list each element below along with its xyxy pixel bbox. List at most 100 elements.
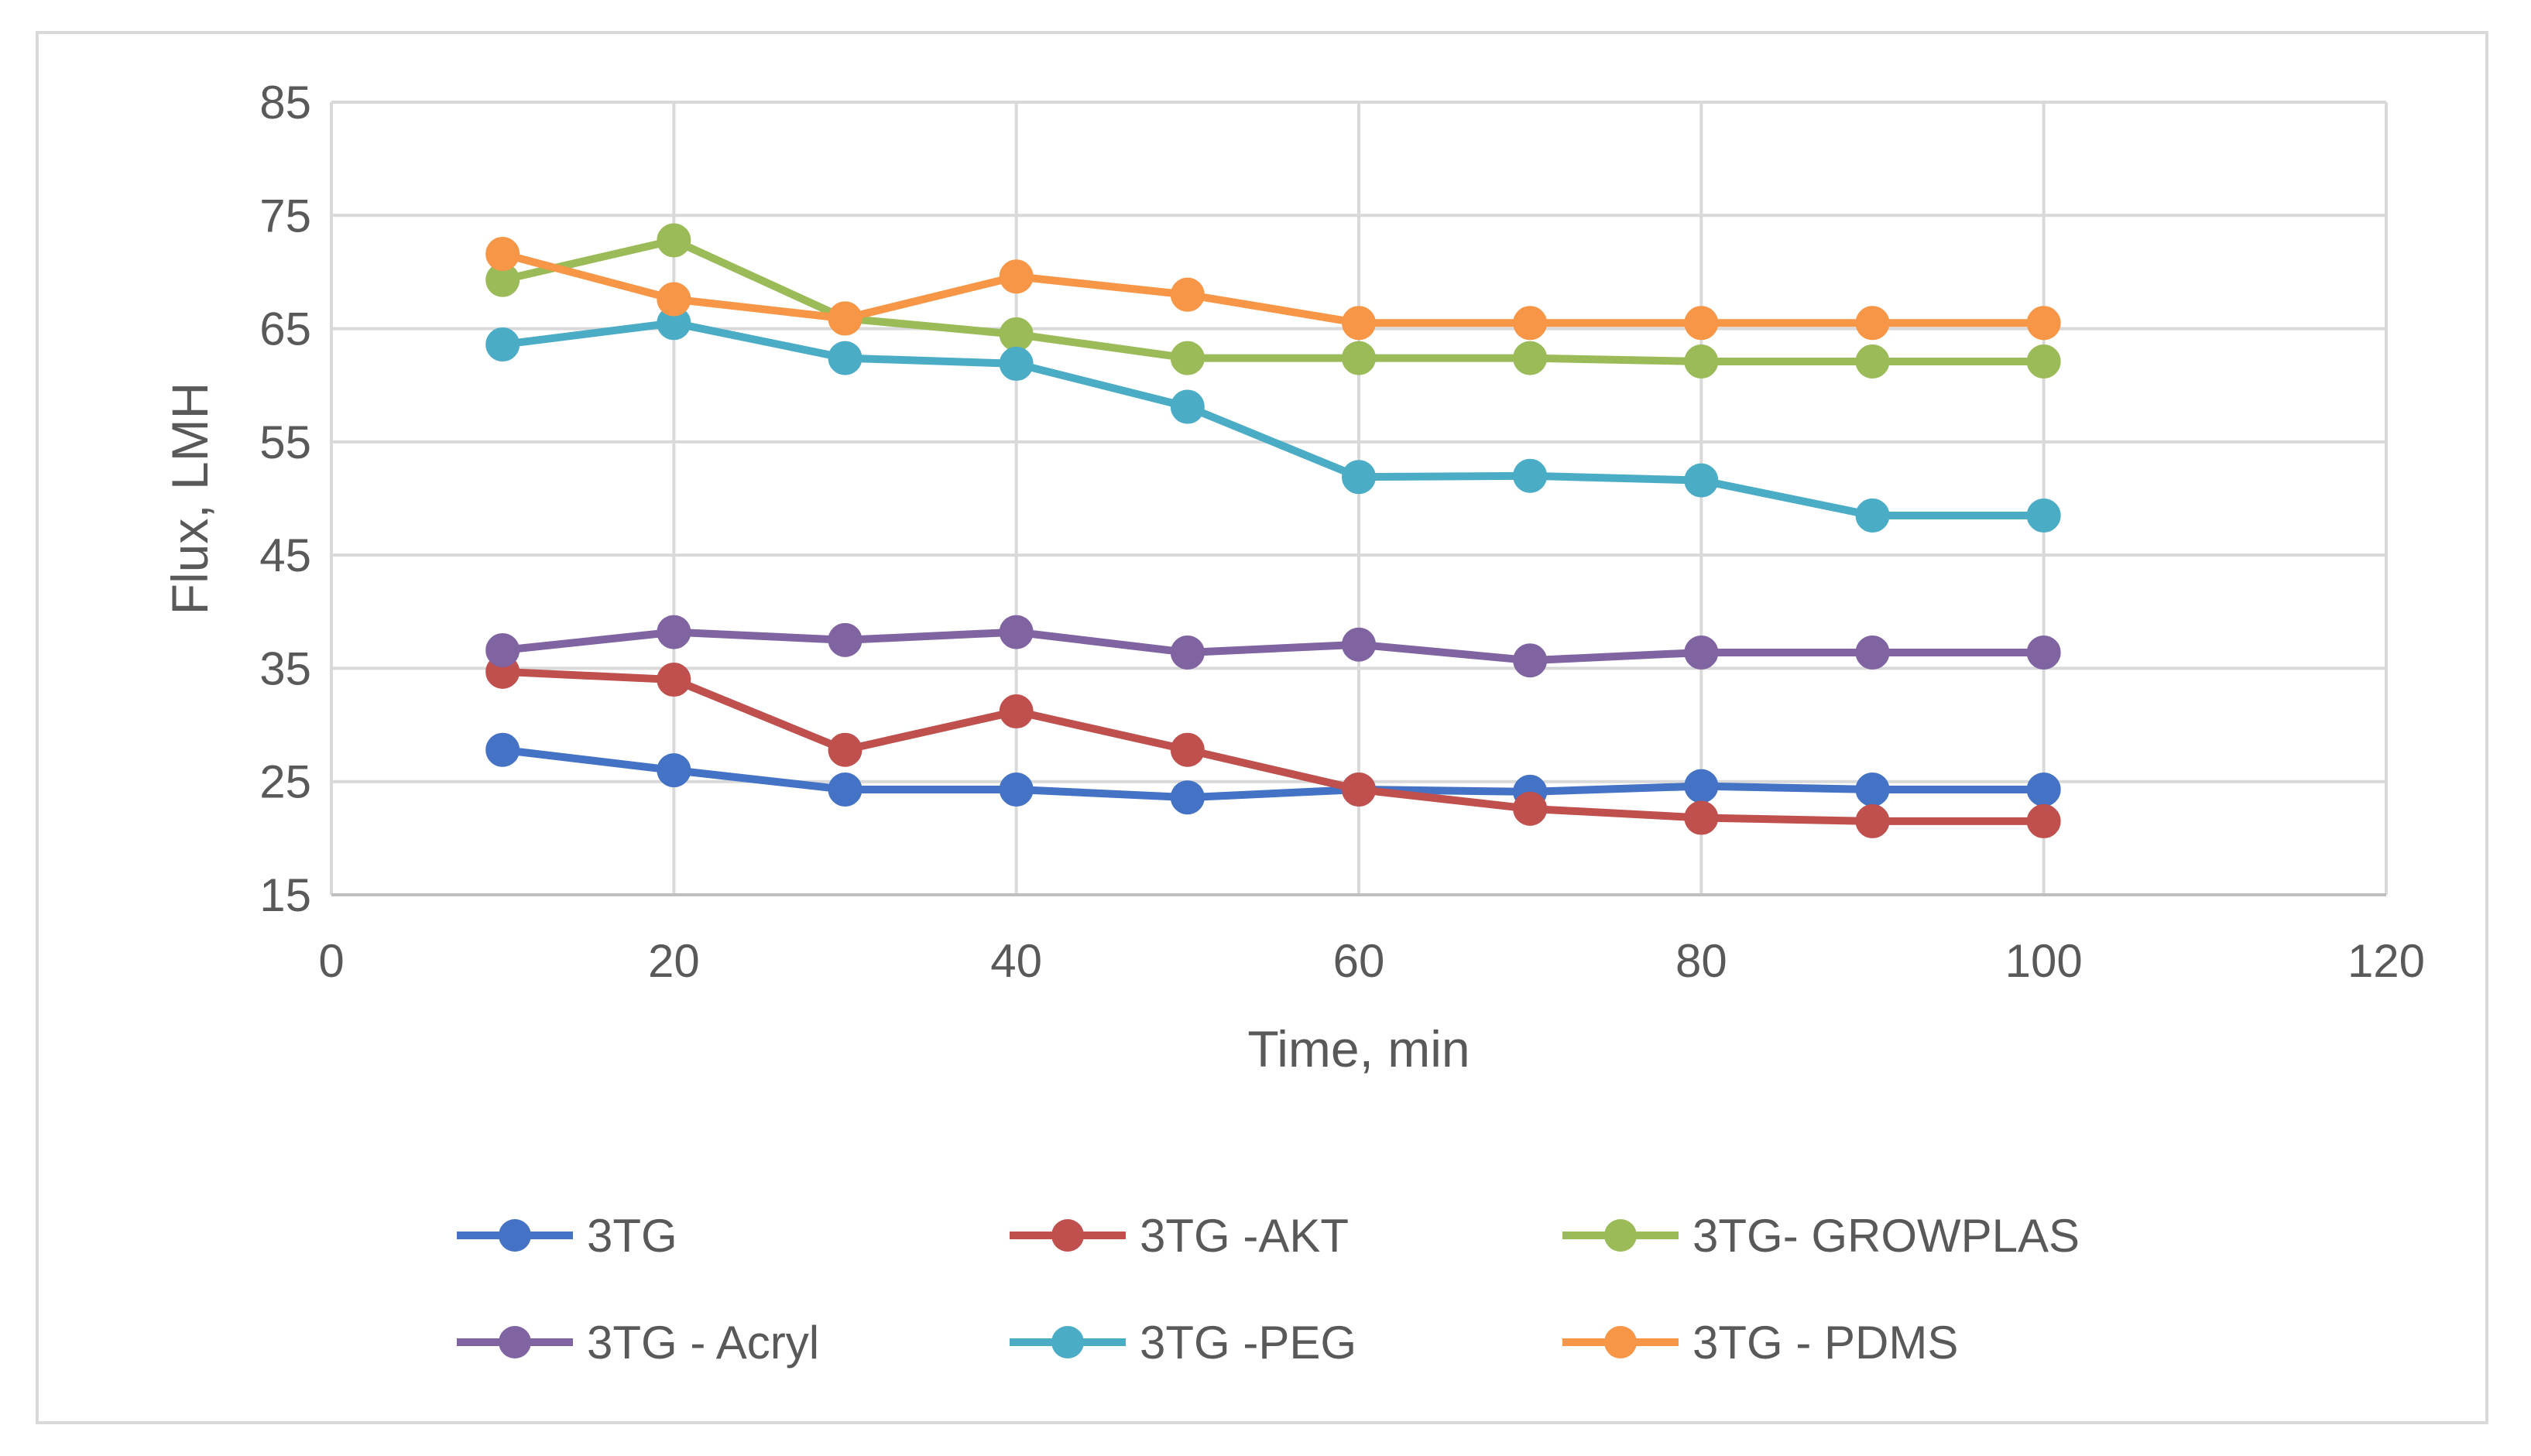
legend-entry: 3TG- GROWPLAS [1562, 1210, 2080, 1262]
legend: 3TG 3TG -AKT 3TG- GROWPLAS 3TG - Acryl 3TG -… [457, 1210, 2080, 1369]
data-point [2026, 498, 2061, 533]
data-point [1513, 341, 1548, 375]
data-point [1342, 306, 1376, 341]
series-5 [485, 237, 2061, 341]
legend-label: 3TG [587, 1210, 677, 1262]
legend-label: 3TG - PDMS [1692, 1317, 1958, 1369]
x-tick-label: 120 [2348, 935, 2425, 987]
legend-swatch-marker [1604, 1326, 1637, 1358]
y-tick-label: 85 [259, 77, 311, 128]
data-point [999, 694, 1034, 729]
data-point [1342, 460, 1376, 495]
axes [330, 102, 2386, 896]
legend-entry: 3TG - Acryl [457, 1317, 819, 1369]
data-point [1684, 635, 1719, 670]
data-point [657, 223, 691, 258]
series-line [501, 250, 2044, 327]
y-tick-label: 45 [259, 529, 311, 581]
data-point [657, 753, 691, 788]
data-point [999, 259, 1034, 294]
y-tick-label: 35 [259, 642, 311, 694]
data-point [999, 772, 1034, 807]
data-point [657, 663, 691, 697]
data-point [1170, 341, 1205, 375]
data-point [2026, 635, 2061, 670]
data-point [1513, 458, 1548, 493]
data-point [1170, 635, 1205, 670]
series-line [502, 319, 2044, 519]
data-point [999, 317, 1034, 351]
data-point [1855, 772, 1890, 807]
y-tick-label: 75 [259, 190, 311, 242]
y-tick-label: 25 [259, 756, 311, 808]
data-point [1170, 780, 1205, 815]
data-point [485, 327, 520, 362]
legend-label: 3TG -AKT [1140, 1210, 1349, 1262]
series-3 [485, 615, 2061, 678]
series-line [502, 667, 2044, 825]
data-point [2026, 344, 2061, 379]
chart-frame: 15 25 35 45 55 65 75 85 0 20 40 60 80 100 120 Time, mi… [36, 31, 2488, 1424]
data-point [1170, 732, 1205, 767]
data-point [1684, 306, 1719, 341]
data-point [657, 282, 691, 317]
legend-label: 3TG -PEG [1140, 1317, 1356, 1369]
legend-swatch-marker [499, 1326, 531, 1358]
data-point [1855, 306, 1890, 341]
legend-entry: 3TG -PEG [1010, 1317, 1356, 1369]
x-axis-title: Time, min [1247, 1020, 1470, 1077]
data-point [1342, 341, 1376, 375]
tick-labels: 15 25 35 45 55 65 75 85 0 20 40 60 80 100 120 [259, 77, 2425, 987]
data-point [828, 341, 863, 375]
y-tick-label: 15 [259, 869, 311, 921]
data-point [1855, 635, 1890, 670]
series-line [502, 236, 2044, 365]
legend-label: 3TG - Acryl [587, 1317, 819, 1369]
series-4 [485, 306, 2061, 533]
x-tick-label: 20 [648, 935, 700, 987]
data-point [1513, 643, 1548, 678]
data-point [1684, 769, 1719, 803]
legend-swatch-marker [1604, 1219, 1637, 1252]
series-0 [485, 732, 2061, 815]
data-point [657, 615, 691, 649]
data-point [1342, 772, 1376, 807]
data-point [2026, 306, 2061, 341]
data-point [485, 732, 520, 767]
data-point [999, 615, 1034, 649]
legend-swatch-marker [1051, 1326, 1084, 1358]
legend-entry: 3TG [457, 1210, 677, 1262]
data-point [828, 772, 863, 807]
data-point [1855, 498, 1890, 533]
data-point [485, 633, 520, 668]
data-point [485, 237, 520, 272]
data-point [1342, 627, 1376, 662]
data-point [999, 346, 1034, 381]
data-point [828, 732, 863, 767]
data-point [1513, 791, 1548, 826]
legend-entry: 3TG - PDMS [1562, 1317, 1958, 1369]
data-point [1855, 344, 1890, 379]
data-point [1170, 277, 1205, 312]
legend-swatch-marker [499, 1219, 531, 1252]
series-line [502, 745, 2044, 802]
data-point [1855, 803, 1890, 838]
data-point [1170, 389, 1205, 424]
y-tick-label: 55 [259, 416, 311, 468]
plot-area [485, 223, 2061, 838]
legend-label: 3TG- GROWPLAS [1692, 1210, 2080, 1262]
data-point [1684, 800, 1719, 835]
legend-entry: 3TG -AKT [1010, 1210, 1349, 1262]
x-tick-label: 40 [990, 935, 1042, 987]
data-point [828, 622, 863, 657]
data-point [2026, 772, 2061, 807]
data-point [1684, 463, 1719, 498]
x-tick-label: 80 [1675, 935, 1727, 987]
x-tick-label: 100 [2005, 935, 2083, 987]
series-line [502, 628, 2044, 665]
series-1 [485, 654, 2061, 838]
y-tick-label: 65 [259, 303, 311, 355]
data-point [2026, 803, 2061, 838]
line-chart: 15 25 35 45 55 65 75 85 0 20 40 60 80 100 120 Time, mi… [161, 77, 2425, 1369]
data-point [1684, 344, 1719, 379]
